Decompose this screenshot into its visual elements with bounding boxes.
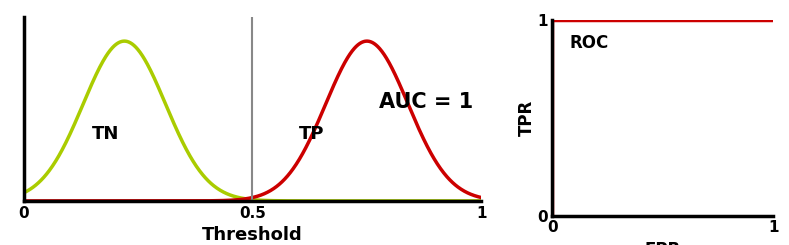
- Y-axis label: TPR: TPR: [518, 99, 536, 136]
- X-axis label: FPR: FPR: [645, 241, 681, 245]
- Text: TP: TP: [299, 125, 325, 143]
- X-axis label: Threshold: Threshold: [202, 226, 303, 244]
- Text: TN: TN: [92, 125, 120, 143]
- Text: AUC = 1: AUC = 1: [380, 92, 473, 112]
- Text: ROC: ROC: [570, 34, 609, 52]
